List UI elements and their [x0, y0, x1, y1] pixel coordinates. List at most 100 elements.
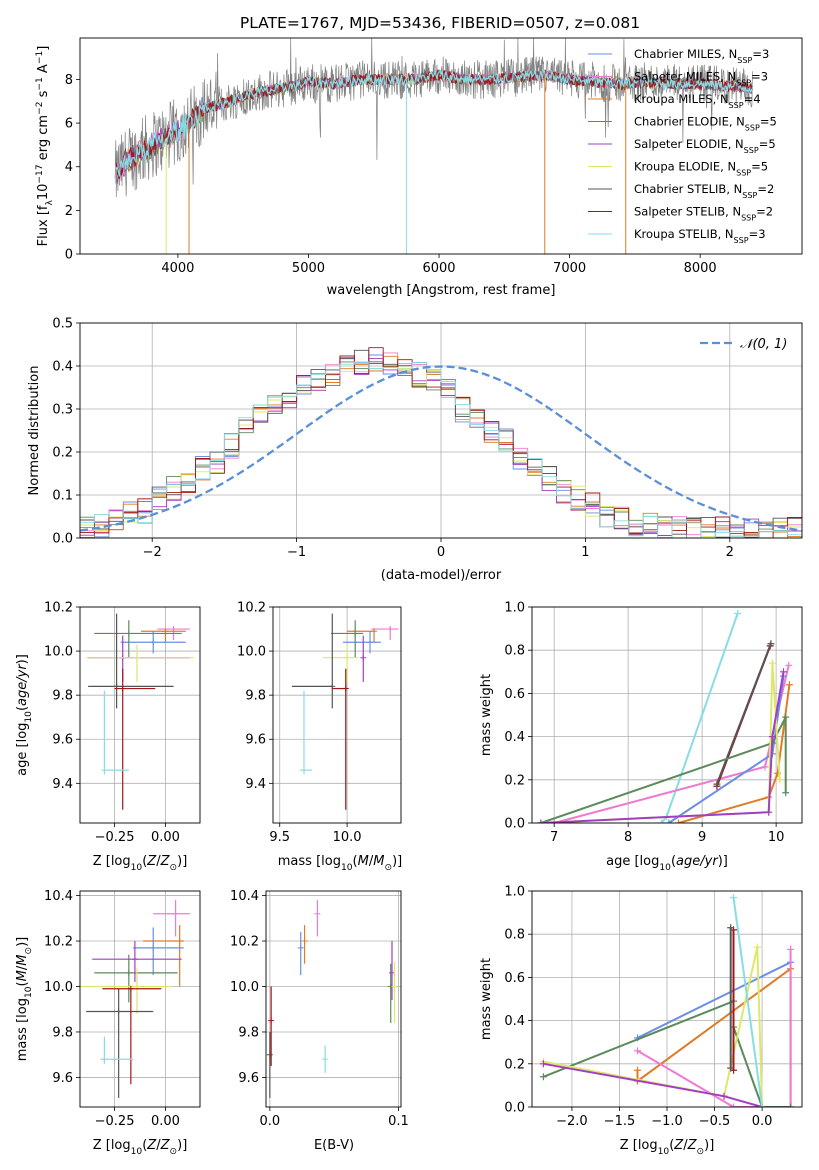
- weight-line-chabrier_miles: [637, 961, 792, 1039]
- axes-frame: [265, 890, 402, 1108]
- y-tick-label: 10.2: [230, 935, 259, 950]
- weight-marker-salpeter_miles: [730, 1103, 738, 1107]
- x-axis-label: age [log10(age/yr)]: [606, 854, 728, 873]
- point-chabrier_elodie: [352, 630, 359, 637]
- plot-area: [80, 347, 802, 538]
- plot-area: [86, 613, 194, 810]
- point-chabrier_stelib: [115, 1008, 122, 1015]
- x-axis-label: E(B-V): [314, 1138, 354, 1153]
- panel-age_vs_mass: 9.5 10.0 9.4 9.6 9.8 10.0 10.2: [237, 601, 402, 845]
- plot-area: [266, 900, 398, 1098]
- x-axis-label: wavelength [Angstrom, rest frame]: [327, 283, 556, 298]
- weight-marker-salpeter_elodie: [780, 668, 788, 676]
- weight-marker-chabrier_elodie: [782, 789, 790, 797]
- y-tick-label: 10.4: [230, 889, 259, 904]
- x-axis-label: Z [log10(Z/Z⊙)]: [93, 854, 188, 873]
- weight-marker-salpeter_miles: [550, 819, 558, 823]
- weight-line-kroupa_elodie: [540, 663, 781, 823]
- x-tick-label: 0.0: [752, 1114, 773, 1129]
- y-tick-label: 10.2: [237, 601, 266, 616]
- panel-weight_vs_age: 7 8 9 10 0.0 0.2 0.4 0.6 0.8 1.0: [504, 601, 803, 845]
- weight-line-chabrier_stelib: [715, 643, 772, 785]
- x-tick-label: −2: [143, 545, 162, 560]
- weight-marker-kroupa_stelib: [730, 893, 738, 901]
- x-tick-label: 10.0: [333, 830, 362, 845]
- point-kroupa_stelib: [300, 767, 307, 774]
- y-tick-label: 0.2: [52, 446, 73, 461]
- x-tick-label: −1.5: [604, 1114, 636, 1129]
- weight-marker-chabrier_elodie: [539, 1073, 547, 1081]
- weight-line-salpeter_elodie: [540, 671, 785, 823]
- y-tick-label: 8: [65, 73, 73, 88]
- point-salpeter_stelib: [268, 1017, 275, 1024]
- weight-line-kroupa_miles: [678, 684, 791, 823]
- point-chabrier_elodie: [125, 969, 132, 976]
- panel-residuals: −2 −1 0 1 2 0.0 0.1 0.2 0.3 0.4 0.5: [52, 317, 803, 560]
- y-tick-label: 9.4: [52, 777, 73, 792]
- legend-label: Chabrier MILES, NSSP=3: [634, 47, 769, 65]
- point-chabrier_miles: [297, 944, 304, 951]
- y-tick-label: 0.2: [504, 1057, 525, 1072]
- point-chabrier_stelib: [329, 683, 336, 690]
- axes-frame: [79, 606, 201, 824]
- y-tick-label: 9.6: [238, 1071, 259, 1086]
- y-tick-label: 10.0: [237, 645, 266, 660]
- x-tick-label: 0.00: [151, 830, 180, 845]
- x-tick-label: 4000: [161, 261, 194, 276]
- weight-marker-chabrier_elodie: [782, 713, 790, 721]
- legend-label: Kroupa MILES, NSSP=4: [634, 92, 761, 110]
- axes-frame: [79, 37, 803, 255]
- x-tick-label: 8: [624, 830, 632, 845]
- plot-area: [80, 900, 190, 1098]
- y-tick-label: 9.6: [245, 733, 266, 748]
- x-axis-label: (data-model)/error: [381, 568, 502, 583]
- axes-frame: [79, 322, 803, 539]
- x-tick-label: 2: [726, 545, 734, 560]
- gaussian-curve: [80, 365, 802, 532]
- point-kroupa_elodie: [344, 654, 351, 661]
- weight-marker-chabrier_miles: [665, 819, 673, 823]
- y-tick-label: 0.2: [504, 773, 525, 788]
- y-tick-label: 0.0: [504, 817, 525, 832]
- weight-marker-salpeter_elodie: [539, 1060, 547, 1068]
- x-tick-label: 9.5: [269, 830, 290, 845]
- weight-marker-chabrier_stelib: [727, 924, 735, 932]
- x-tick-label: 5000: [292, 261, 325, 276]
- x-tick-label: −0.5: [699, 1114, 731, 1129]
- x-axis-label: Z [log10(Z/Z⊙)]: [93, 1138, 188, 1157]
- x-tick-label: 0.00: [151, 1114, 180, 1129]
- x-tick-label: 0.0: [260, 1114, 281, 1129]
- weight-marker-salpeter_elodie: [765, 808, 773, 816]
- plots-layer: 4000 5000 6000 7000 8000 0 2 4 6 8 Chabrier MILES,…: [15, 37, 803, 1157]
- weight-marker-kroupa_miles: [785, 681, 793, 689]
- y-tick-label: 10.0: [44, 645, 73, 660]
- x-axis-label: mass [log10(M/M⊙)]: [278, 854, 402, 873]
- y-tick-label: 10.0: [230, 980, 259, 995]
- point-salpeter_stelib: [127, 985, 134, 992]
- legend-label: Salpeter ELODIE, NSSP=5: [634, 137, 776, 155]
- x-tick-label: 8000: [684, 261, 717, 276]
- x-tick-label: −2.0: [556, 1114, 588, 1129]
- axes-frame: [272, 606, 402, 824]
- weight-marker-salpeter_miles: [634, 1047, 642, 1055]
- point-kroupa_miles: [371, 628, 378, 635]
- y-tick-label: 1.0: [504, 885, 525, 900]
- x-axis-label: Z [log10(Z/Z⊙)]: [620, 1138, 715, 1157]
- y-tick-label: 10.2: [44, 601, 73, 616]
- panel-weight_vs_Z: −2.0 −1.5 −1.0 −0.5 0.0 0.0 0.2 0.4 0.6 0.8 1.0: [504, 885, 803, 1129]
- x-tick-label: −1.0: [651, 1114, 683, 1129]
- y-tick-label: 0: [65, 248, 73, 263]
- y-axis-label: mass weight: [479, 958, 494, 1040]
- y-tick-label: 9.6: [52, 1071, 73, 1086]
- point-salpeter_miles: [314, 910, 321, 917]
- weight-line-chabrier_miles: [668, 675, 785, 823]
- legend-label: Chabrier ELODIE, NSSP=5: [634, 115, 777, 133]
- point-chabrier_miles: [367, 639, 374, 646]
- x-tick-label: 6000: [422, 261, 455, 276]
- y-tick-label: 1.0: [504, 601, 525, 616]
- y-axis-label: Flux [fλ10−17 erg cm−2 s−1 A−1]: [35, 46, 55, 247]
- y-tick-label: 0.0: [52, 532, 73, 547]
- y-axis-label: mass [log10(M/M⊙)]: [15, 937, 34, 1061]
- y-tick-label: 0.8: [504, 644, 525, 659]
